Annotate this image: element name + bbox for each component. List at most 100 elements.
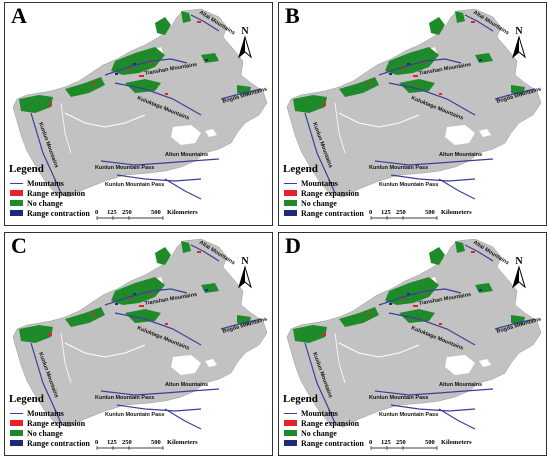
legend-title: Legend [9,393,44,405]
map-panel-a: Altai Mountains Bogda Mountains Kuluktag… [4,2,273,226]
north-arrow-icon: N [512,256,526,289]
svg-text:N: N [241,26,249,37]
no-change-swatch [10,430,23,436]
contraction-swatch [284,440,297,446]
scale-bar: 0 125 250 500 Kilometers [369,209,472,220]
mountain-line-swatch [284,412,297,414]
legend-item-mountains: Mountains [284,408,364,418]
range-expansion-areas [323,251,475,336]
no-change-areas [293,11,525,113]
mountain-line-swatch [10,182,23,184]
map-panel-c: Altai Mountains Bogda Mountains Kuluktag… [4,232,273,456]
legend-item-contraction: Range contraction [10,208,90,218]
scale-bar: 0 125 250 500 Kilometers [95,209,198,220]
map-svg: Altai Mountains Bogda Mountains Kuluktag… [286,8,542,200]
altun-label: Altun Mountains [439,152,482,158]
river-line [64,342,146,358]
legend-label: Mountains [301,178,338,188]
no-change-swatch [284,430,297,436]
legend-title: Legend [9,163,44,175]
legend-item-contraction: Range contraction [10,438,90,448]
river-line [338,342,420,358]
kunlun-pass-label-2: Kunlun Mountain Pass [105,412,164,418]
range-contraction-areas [389,59,482,75]
lake-area [171,125,201,145]
legend-label: Range expansion [27,188,86,198]
river-line [334,102,346,154]
lake-area [445,355,475,375]
contraction-swatch [284,210,297,216]
range-contraction-areas [389,289,482,305]
svg-text:Kilometers: Kilometers [441,439,472,446]
svg-text:125: 125 [381,209,392,216]
svg-text:125: 125 [107,209,118,216]
altun-label: Altun Mountains [165,382,208,388]
legend-item-no-change: No change [10,198,90,208]
svg-text:0: 0 [369,439,372,446]
lake-area [445,125,475,145]
north-arrow-icon: N [238,26,252,59]
legend-label: Range contraction [27,438,90,448]
legend-label: Range expansion [27,418,86,428]
svg-text:0: 0 [95,209,98,216]
expansion-swatch [284,420,297,426]
map-svg: Altai Mountains Bogda Mountains Kuluktag… [12,8,268,200]
svg-text:125: 125 [107,439,118,446]
contraction-swatch [10,440,23,446]
no-change-swatch [10,200,23,206]
legend: Legend Mountains Range expansion No chan… [9,163,90,218]
river-line [64,112,146,128]
svg-text:500: 500 [151,439,161,446]
river-line [338,112,420,128]
svg-text:500: 500 [425,439,435,446]
svg-text:250: 250 [396,209,406,216]
altun-label: Altun Mountains [439,382,482,388]
legend-label: No change [27,198,63,208]
range-expansion-areas [49,251,201,336]
legend-label: Range expansion [301,418,360,428]
legend-item-expansion: Range expansion [284,418,364,428]
legend: Legend Mountains Range expansion No chan… [283,393,364,448]
no-change-swatch [284,200,297,206]
kunlun-pass-label-1: Kunlun Mountain Pass [369,395,428,401]
mountain-line-swatch [284,182,297,184]
panel-letter: B [285,3,300,28]
mountain-lines [304,14,536,200]
legend-item-mountains: Mountains [10,408,90,418]
expansion-swatch [10,190,23,196]
lake-area [479,129,491,137]
svg-text:250: 250 [122,209,132,216]
altun-label: Altun Mountains [165,152,208,158]
svg-text:Kilometers: Kilometers [167,439,198,446]
range-contraction-areas [115,59,208,75]
panel-letter: C [11,233,27,258]
mountain-lines [30,14,262,200]
kunlun-pass-label-1: Kunlun Mountain Pass [95,165,154,171]
kunlun-pass-label-1: Kunlun Mountain Pass [95,395,154,401]
kunlun-pass-label-2: Kunlun Mountain Pass [379,412,438,418]
map-panel-d: Altai Mountains Bogda Mountains Kuluktag… [278,232,547,456]
legend-label: No change [301,198,337,208]
svg-text:0: 0 [95,439,98,446]
legend: Legend Mountains Range expansion No chan… [283,163,364,218]
lake-area [205,359,217,367]
svg-text:250: 250 [396,439,406,446]
kunlun-pass-label-1: Kunlun Mountain Pass [369,165,428,171]
legend-item-no-change: No change [284,428,364,438]
range-expansion-areas [323,21,475,106]
river-line [334,332,346,384]
scale-bar: 0 125 250 500 Kilometers [369,439,472,450]
legend-item-no-change: No change [284,198,364,208]
legend-item-contraction: Range contraction [284,438,364,448]
legend-item-expansion: Range expansion [10,188,90,198]
panel-letter: D [285,233,301,258]
svg-text:500: 500 [151,209,161,216]
lake-area [171,355,201,375]
legend-item-contraction: Range contraction [284,208,364,218]
lake-area [479,359,491,367]
range-expansion-areas [49,21,201,106]
kunlun-pass-label-2: Kunlun Mountain Pass [379,182,438,188]
kunlun-pass-label-2: Kunlun Mountain Pass [105,182,164,188]
svg-text:Kilometers: Kilometers [167,209,198,216]
legend-label: Range contraction [301,438,364,448]
